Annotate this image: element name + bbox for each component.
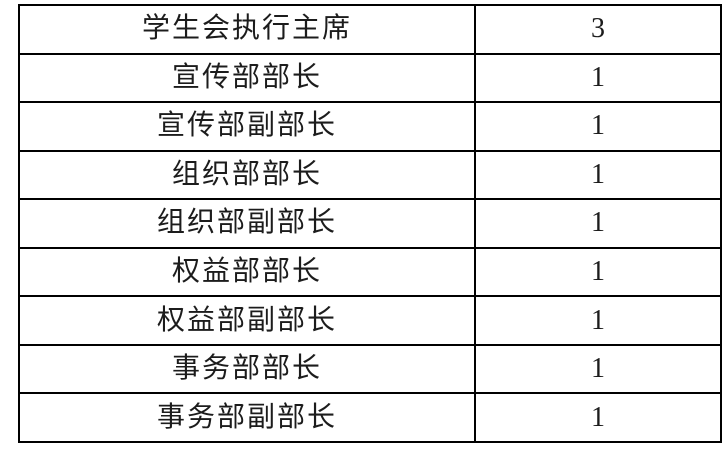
position-cell: 事务部副部长 [18, 392, 476, 443]
table-row: 事务部部长 1 [18, 343, 722, 395]
table-row: 组织部部长 1 [18, 149, 722, 201]
table-row: 事务部副部长 1 [18, 392, 722, 443]
table-row: 权益部部长 1 [18, 246, 722, 298]
count-cell: 1 [474, 392, 722, 443]
position-cell: 组织部副部长 [18, 198, 476, 249]
table-row: 学生会执行主席 3 [18, 4, 722, 55]
count-cell: 1 [474, 52, 722, 104]
table-row: 权益部副部长 1 [18, 295, 722, 346]
count-cell: 1 [474, 295, 722, 346]
count-cell: 1 [474, 246, 722, 298]
position-cell: 权益部副部长 [18, 295, 476, 346]
table-row: 组织部副部长 1 [18, 198, 722, 249]
position-cell: 学生会执行主席 [18, 4, 476, 55]
position-cell: 事务部部长 [18, 343, 476, 395]
count-cell: 1 [474, 149, 722, 201]
table-row: 宣传部副部长 1 [18, 101, 722, 152]
position-cell: 宣传部副部长 [18, 101, 476, 152]
count-cell: 1 [474, 343, 722, 395]
count-cell: 1 [474, 198, 722, 249]
table-row: 宣传部部长 1 [18, 52, 722, 104]
position-cell: 权益部部长 [18, 246, 476, 298]
count-cell: 3 [474, 4, 722, 55]
positions-table: 学生会执行主席 3 宣传部部长 1 宣传部副部长 1 组织部部长 1 组织部副部… [18, 4, 722, 443]
position-cell: 组织部部长 [18, 149, 476, 201]
position-cell: 宣传部部长 [18, 52, 476, 104]
count-cell: 1 [474, 101, 722, 152]
